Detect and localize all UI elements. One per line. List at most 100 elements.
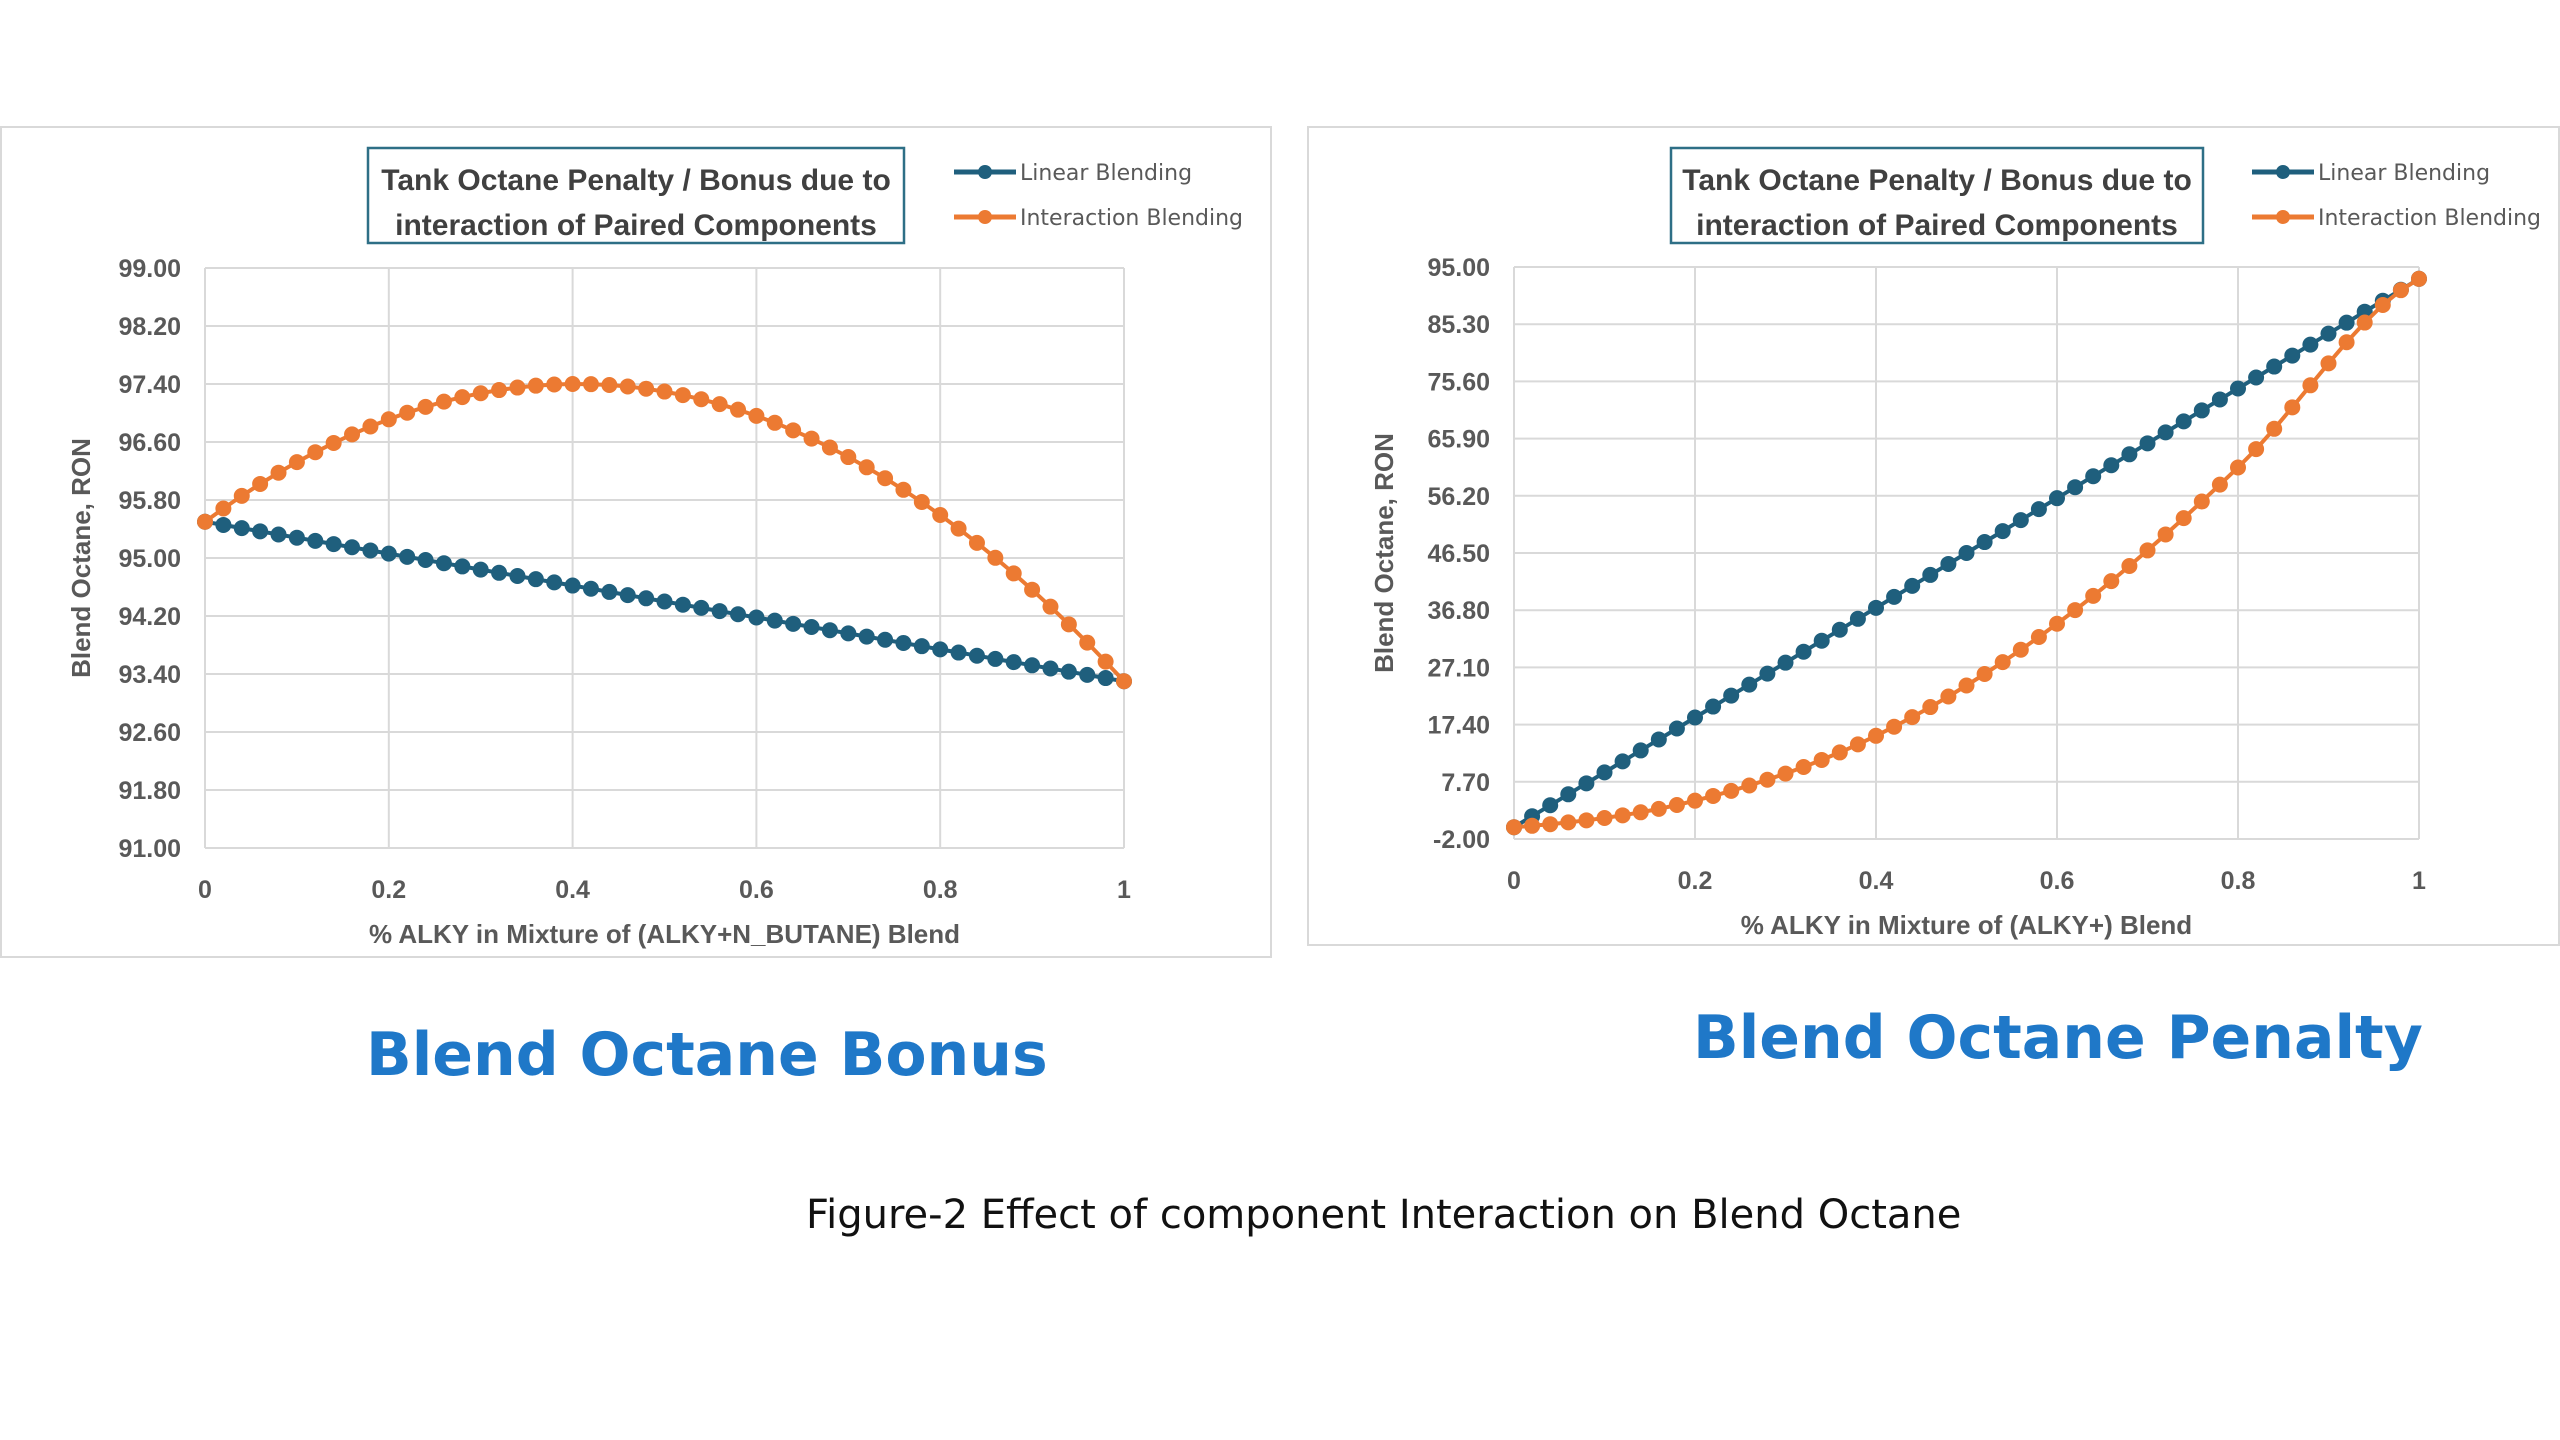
- data-point: [215, 500, 232, 517]
- data-point: [1560, 814, 1577, 831]
- data-point: [1849, 736, 1866, 753]
- chart-title-line: Tank Octane Penalty / Bonus due to: [1682, 164, 2192, 197]
- data-point: [1777, 765, 1794, 782]
- data-point: [1614, 753, 1631, 770]
- data-point: [877, 470, 894, 487]
- data-point: [1650, 731, 1667, 748]
- data-point: [2030, 501, 2047, 518]
- data-point: [527, 571, 544, 588]
- x-tick-label: 0.6: [739, 876, 774, 904]
- data-point: [840, 625, 857, 642]
- data-point: [2121, 557, 2138, 574]
- chart-title-box: [1669, 146, 2205, 245]
- chart-penalty: -2.00 7.70 17.40 27.10 36.80 46.50 56.20 65.90 7…: [1369, 146, 2541, 940]
- legend-marker: [978, 165, 992, 179]
- data-point: [1097, 653, 1114, 670]
- data-point: [325, 434, 342, 451]
- data-point: [509, 567, 526, 584]
- data-point: [1795, 643, 1812, 660]
- data-point: [1994, 654, 2011, 671]
- series-line: [203, 381, 1126, 683]
- data-point: [674, 387, 691, 404]
- x-tick-label: 0.2: [1678, 867, 1713, 895]
- data-point: [766, 414, 783, 431]
- data-point: [527, 377, 544, 394]
- data-point: [895, 481, 912, 498]
- data-point: [730, 606, 747, 623]
- data-point: [1116, 673, 1132, 690]
- x-tick-label: 0.8: [2221, 867, 2256, 895]
- data-point: [2211, 476, 2228, 493]
- data-point: [435, 555, 452, 572]
- data-point: [454, 558, 471, 575]
- data-point: [1723, 687, 1740, 704]
- data-point: [2211, 391, 2228, 408]
- y-axis-title: Blend Octane, RON: [1369, 433, 1399, 673]
- data-point: [472, 385, 489, 402]
- data-point: [2067, 479, 2084, 496]
- data-point: [656, 593, 673, 610]
- x-tick-label: 0.8: [923, 876, 958, 904]
- data-point: [1922, 566, 1939, 583]
- chart-bonus: 91.00 91.80 92.60 93.40 94.20 95.00 95.80 96.60…: [66, 146, 1243, 949]
- data-point: [1868, 727, 1884, 744]
- data-point: [1668, 796, 1685, 813]
- chart-title-line: interaction of Paired Components: [1696, 209, 2178, 242]
- x-tick-label: 0.4: [555, 876, 590, 904]
- data-point: [1506, 819, 1522, 836]
- x-tick-label: 0: [198, 876, 212, 904]
- data-point: [913, 638, 930, 655]
- data-point: [2139, 542, 2156, 559]
- data-point: [435, 393, 452, 410]
- data-point: [748, 609, 765, 626]
- data-point: [821, 439, 838, 456]
- data-point: [1560, 786, 1577, 803]
- data-point: [711, 396, 728, 413]
- x-tick-label: 0: [1507, 867, 1521, 895]
- data-point: [270, 464, 287, 481]
- data-point: [2030, 628, 2047, 645]
- data-point: [1777, 654, 1794, 671]
- data-point: [748, 407, 765, 424]
- y-tick-label: 36.80: [1427, 597, 1490, 625]
- y-tick-label: 91.00: [118, 835, 181, 863]
- data-point: [252, 475, 269, 492]
- data-point: [1976, 534, 1993, 551]
- data-point: [2175, 413, 2192, 430]
- chart-panel-bonus: 91.00 91.80 92.60 93.40 94.20 95.00 95.80 96.60…: [0, 126, 1272, 958]
- y-tick-label: 99.00: [118, 255, 181, 283]
- data-point: [1024, 581, 1041, 598]
- data-point: [399, 548, 416, 565]
- y-tick-label: 95.00: [118, 545, 181, 573]
- legend-marker: [2276, 210, 2290, 224]
- data-point: [2085, 468, 2102, 485]
- data-point: [950, 520, 967, 537]
- data-point: [2012, 641, 2029, 658]
- data-point: [362, 418, 379, 435]
- x-axis-title: % ALKY in Mixture of (ALKY+) Blend: [1741, 910, 2192, 940]
- data-point: [454, 389, 471, 406]
- data-point: [840, 449, 857, 466]
- data-point: [380, 545, 397, 562]
- data-point: [877, 631, 894, 648]
- data-point: [252, 523, 269, 540]
- data-point: [2230, 459, 2246, 476]
- data-point: [1060, 663, 1077, 680]
- legend-marker: [978, 210, 992, 224]
- data-point: [1813, 632, 1830, 649]
- data-point: [693, 391, 710, 408]
- data-point: [582, 376, 599, 393]
- data-point: [582, 580, 599, 597]
- data-point: [1668, 720, 1685, 737]
- data-point: [2374, 296, 2391, 313]
- data-point: [913, 494, 930, 511]
- data-point: [619, 587, 636, 604]
- data-point: [932, 641, 949, 658]
- data-point: [1741, 777, 1758, 794]
- data-point: [766, 612, 783, 629]
- y-tick-label: 56.20: [1427, 483, 1490, 511]
- data-point: [1542, 816, 1559, 833]
- chart-title-box: [366, 146, 906, 245]
- x-tick-label: 0.4: [1859, 867, 1894, 895]
- data-point: [233, 487, 250, 504]
